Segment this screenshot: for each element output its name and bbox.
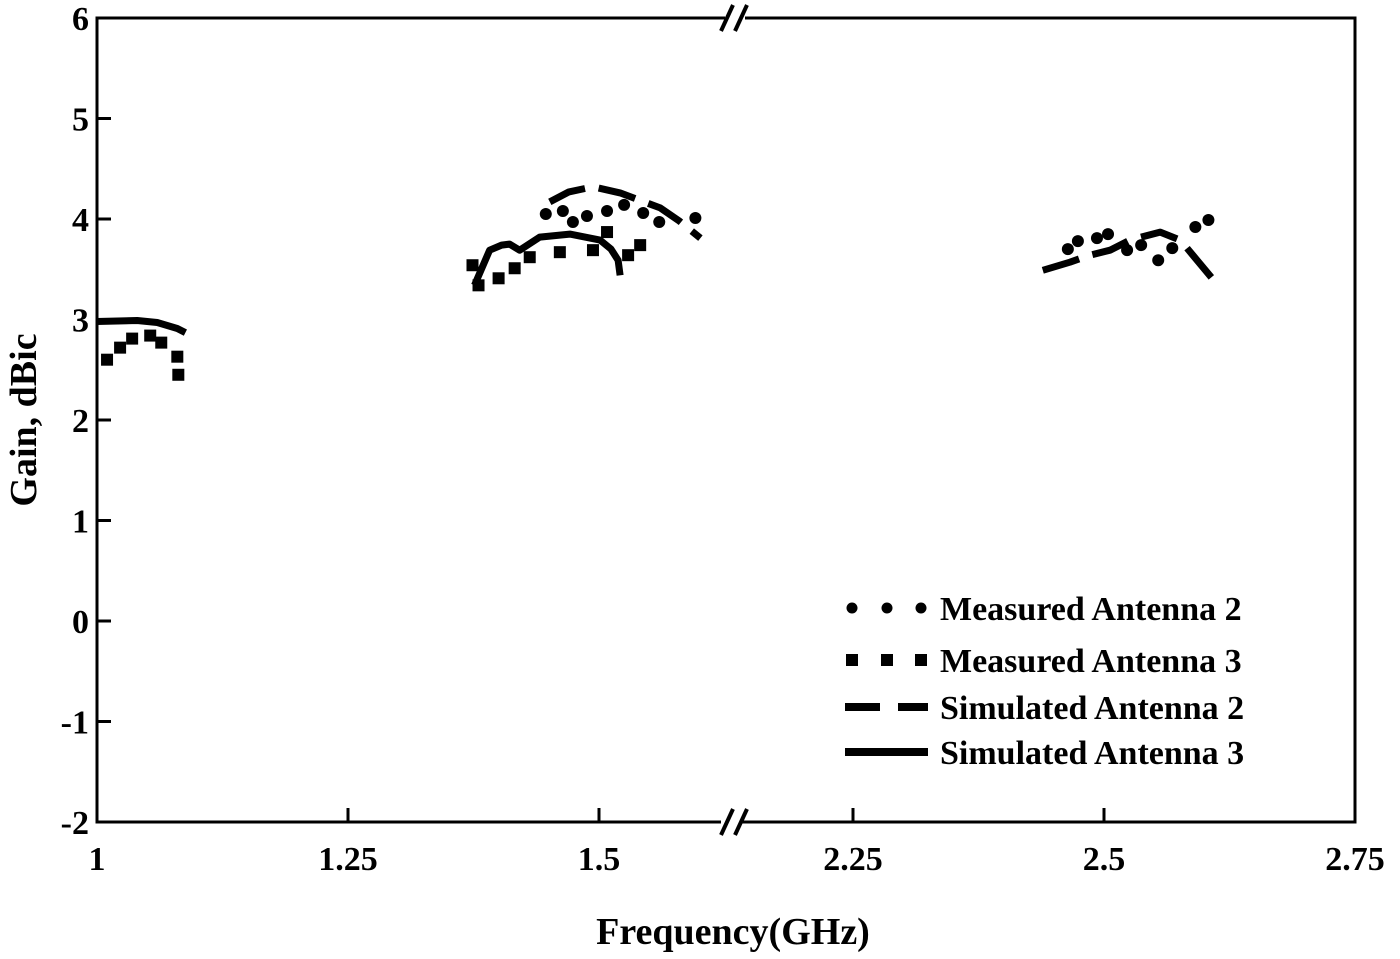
plot-area [95,4,1357,836]
data-point-circle [1152,254,1165,267]
legend-marker-square [915,654,927,666]
legend-marker-circle [881,602,893,614]
data-point-circle [653,216,666,229]
legend-entry: Simulated Antenna 3 [845,735,1244,772]
data-point-square [553,246,566,259]
series-line [471,230,624,287]
legend-label: Simulated Antenna 3 [940,735,1244,772]
data-point-circle [637,206,650,219]
data-point-circle [566,216,579,229]
series-simulated-antenna-3 [96,230,624,336]
legend-marker-square [881,654,893,666]
legend-entry: Measured Antenna 3 [846,643,1242,680]
data-point-square [601,226,614,239]
x-tick-label: 1 [89,841,106,878]
data-point-circle [1189,221,1202,234]
data-point-circle [539,207,552,220]
y-tick-label: -2 [61,805,89,842]
y-tick-label: 2 [72,403,89,440]
data-point-circle [618,198,631,211]
legend: Measured Antenna 2 Measured Antenna 3 Simu… [845,591,1244,772]
legend-label: Measured Antenna 2 [940,591,1242,628]
y-tick-label: 5 [72,102,89,139]
data-point-circle [1135,239,1148,252]
data-point-square [622,249,635,262]
data-point-circle [580,209,593,222]
legend-entry: Simulated Antenna 2 [845,690,1244,727]
data-point-circle [601,204,614,217]
legend-marker-square [846,654,858,666]
data-point-circle [1166,242,1179,255]
series-line [548,183,703,241]
x-axis-label: Frequency(GHz) [596,911,870,953]
data-point-square [171,350,184,363]
data-point-circle [1061,243,1074,256]
x-tick-label: 1.25 [318,841,378,878]
data-point-square [144,329,157,342]
y-tick-label: 1 [72,504,89,541]
data-point-square [155,336,168,349]
data-point-square [492,272,505,285]
y-tick-label: 6 [72,1,89,38]
y-tick-label: 4 [72,202,89,239]
series-line [96,317,187,336]
x-tick-label: 1.5 [578,841,621,878]
y-tick-label: 3 [72,303,89,340]
series-line [1041,228,1219,285]
x-tick-label: 2.5 [1083,841,1126,878]
data-point-circle [1090,232,1103,245]
data-point-square [101,353,114,366]
axis-break-mark [733,808,749,836]
axis-ticks: -2 -1 0 1 2 3 4 5 6 1 1.25 1.5 2.25 2.5 2.75 [61,1,1385,878]
series-simulated-antenna-2 [548,183,1219,285]
legend-marker-circle [846,602,858,614]
data-point-circle [1102,228,1115,241]
axis-break-mark [733,4,749,32]
data-point-square [466,259,479,272]
legend-label: Measured Antenna 3 [940,643,1242,680]
data-point-square [508,262,521,275]
data-point-circle [689,211,702,224]
y-tick-label: -1 [61,705,89,742]
x-tick-label: 2.75 [1325,841,1385,878]
series-measured-antenna-2 [539,198,1215,267]
data-point-square [126,332,139,345]
data-point-circle [1202,214,1215,227]
data-point-circle [1071,235,1084,248]
axis-break-mark [719,4,735,32]
y-axis-label: Gain, dBic [3,333,45,506]
data-point-circle [556,204,569,217]
x-tick-label: 2.25 [823,841,883,878]
legend-marker-circle [915,602,927,614]
series-measured-antenna-3 [101,226,647,381]
data-point-circle [1121,244,1134,257]
data-point-square [114,341,127,354]
y-tick-label: 0 [72,604,89,641]
axis-break-mark [719,808,735,836]
data-point-square [523,251,536,264]
data-point-square [586,244,599,257]
legend-label: Simulated Antenna 2 [940,690,1244,727]
legend-entry: Measured Antenna 2 [846,591,1242,628]
data-point-square [634,239,647,252]
data-point-square [172,368,185,381]
